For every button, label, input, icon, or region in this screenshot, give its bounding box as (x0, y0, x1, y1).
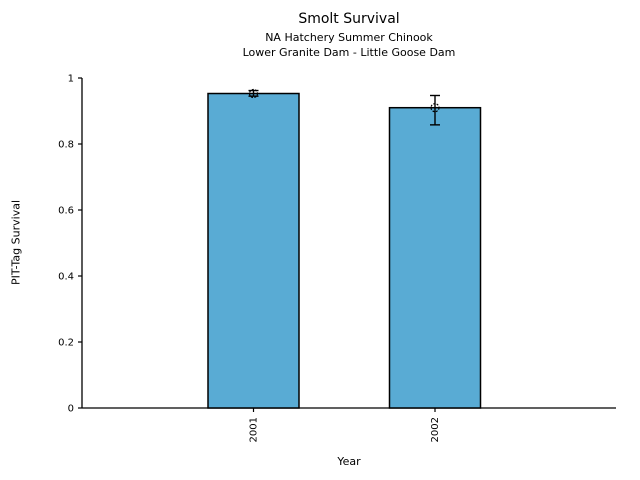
chart-subtitle-line2: Lower Granite Dam - Little Goose Dam (242, 46, 456, 59)
x-axis-label: Year (337, 455, 361, 468)
x-tick-label: 2001 (249, 417, 260, 442)
x-tick-label: 2002 (430, 417, 441, 442)
y-tick-label: 0.8 (58, 140, 74, 151)
survival-bar (388, 106, 482, 409)
y-tick-label: 0.6 (58, 206, 74, 217)
survival-marker (430, 103, 440, 113)
y-tick-label: 0.4 (58, 272, 74, 283)
survival-bar (207, 92, 300, 409)
chart-subtitle-line1: NA Hatchery Summer Chinook (265, 31, 433, 44)
y-tick-label: 0.2 (58, 338, 74, 349)
y-tick-label: 0 (68, 404, 74, 415)
survival-marker (248, 88, 259, 99)
chart-title: Smolt Survival (298, 11, 400, 27)
y-tick-label: 1 (68, 74, 74, 85)
